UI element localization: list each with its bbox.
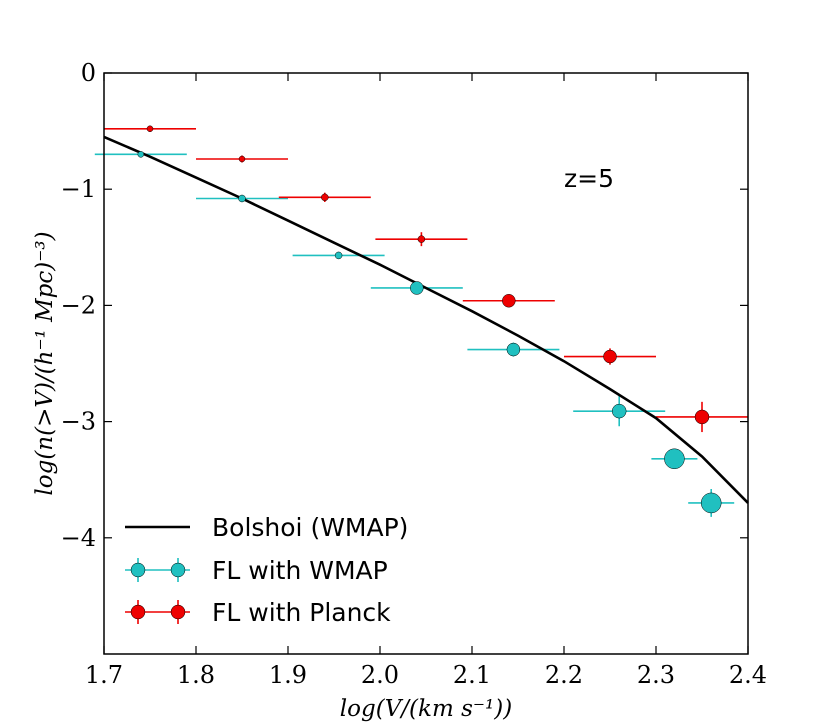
x-tick-label: 2.2 xyxy=(545,661,583,689)
wmap-point xyxy=(664,448,685,470)
tick-layer: 1.7 1.8 1.9 2.0 2.1 2.2 2.3 2.4 0 −1 −2 −3 −4 xyxy=(61,59,767,689)
plot-frame xyxy=(103,72,749,655)
marker-layer xyxy=(137,125,722,514)
planck-point xyxy=(238,155,246,163)
planck-point xyxy=(146,125,154,133)
x-tick-label: 2.1 xyxy=(453,661,491,689)
legend-label: Bolshoi (WMAP) xyxy=(212,513,408,542)
y-tick-label: 0 xyxy=(81,59,96,87)
planck-point xyxy=(321,193,329,202)
bolshoi-curve xyxy=(103,135,749,504)
legend: Bolshoi (WMAP) FL with WMAP FL with Planck xyxy=(125,513,408,627)
wmap-point xyxy=(506,342,521,357)
x-tick-label: 2.4 xyxy=(729,661,767,689)
wmap-point xyxy=(611,403,627,419)
legend-label: FL with WMAP xyxy=(212,556,388,585)
wmap-point xyxy=(137,151,145,158)
planck-point xyxy=(417,235,426,243)
wmap-point xyxy=(238,194,246,203)
wmap-point xyxy=(334,251,343,260)
planck-point xyxy=(694,409,710,425)
legend-planck-marker xyxy=(130,604,146,620)
planck-point xyxy=(502,294,516,308)
legend-wmap-marker xyxy=(170,562,186,578)
error-layer xyxy=(94,126,748,517)
planck-point xyxy=(603,349,617,364)
wmap-point xyxy=(700,492,722,514)
y-axis-label: log(n(>V)/(h⁻¹ Mpc)⁻³) xyxy=(32,231,58,495)
y-tick-label: −4 xyxy=(61,524,96,552)
x-tick-label: 2.3 xyxy=(637,661,675,689)
curve-layer xyxy=(103,135,749,504)
x-tick-label: 1.8 xyxy=(177,661,215,689)
x-tick-label: 1.7 xyxy=(85,661,123,689)
legend-wmap-marker xyxy=(130,562,146,578)
x-tick-label: 2.0 xyxy=(361,661,399,689)
x-axis-label: log(V/(km s⁻¹)) xyxy=(340,696,512,722)
y-tick-label: −1 xyxy=(61,175,96,203)
y-tick-label: −2 xyxy=(61,291,96,319)
wmap-point xyxy=(410,281,424,295)
x-tick-label: 1.9 xyxy=(269,661,307,689)
legend-label: FL with Planck xyxy=(212,598,391,627)
annotation-label: z=5 xyxy=(564,164,614,193)
legend-planck-marker xyxy=(170,604,186,620)
y-tick-label: −3 xyxy=(61,408,96,436)
